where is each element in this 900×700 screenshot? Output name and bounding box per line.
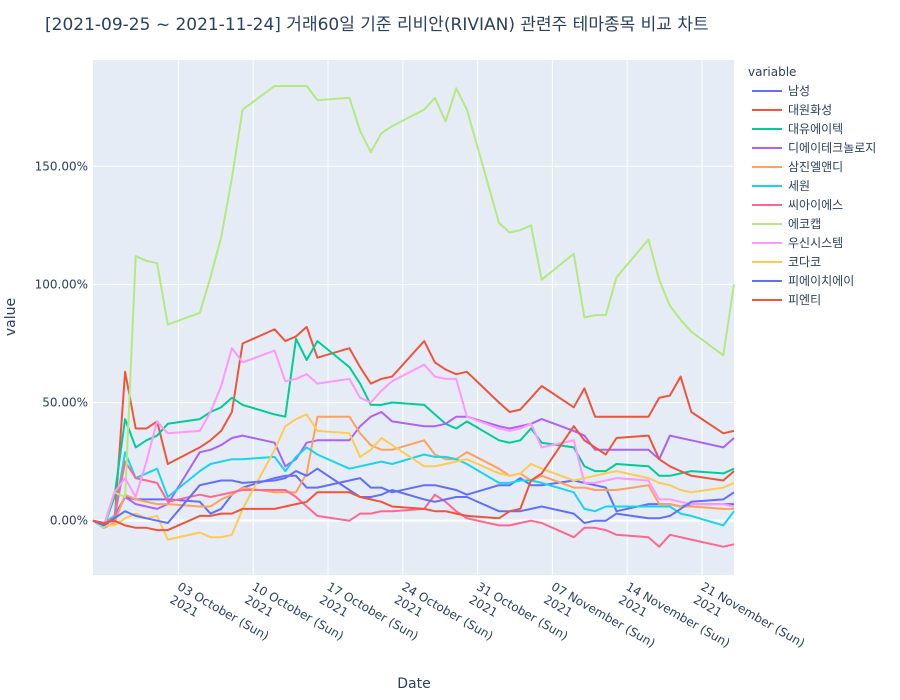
y-tick-label: 150.00% (35, 159, 88, 173)
series-line-6 (92, 446, 735, 527)
series-line-10 (92, 413, 735, 541)
y-axis-ticks: 0.00% 50.00% 100.00% 150.00% (35, 159, 88, 527)
series-line-7 (92, 460, 735, 548)
series-lines (92, 85, 735, 548)
legend-label[interactable]: 에코캡 (788, 217, 821, 231)
series-line-11 (92, 467, 735, 527)
chart-title: [2021-09-25 ~ 2021-11-24] 거래60일 기준 리비안(R… (45, 15, 709, 35)
series-line-9 (92, 347, 735, 527)
legend[interactable]: variable 남성대원화성대유에이텍디에이테크놀로지삼진엘앤디세원씨아이에스… (748, 65, 876, 307)
legend-label[interactable]: 피엔티 (788, 293, 821, 307)
legend-label[interactable]: 세원 (788, 179, 810, 193)
series-line-12 (92, 425, 735, 532)
legend-label[interactable]: 씨아이에스 (788, 198, 843, 212)
legend-label[interactable]: 남성 (788, 84, 810, 98)
series-line-8 (92, 85, 735, 529)
legend-label[interactable]: 피에이치에이 (788, 274, 854, 288)
y-axis-title: value (3, 298, 19, 336)
y-tick-label: 50.00% (42, 396, 88, 410)
legend-title: variable (748, 65, 796, 79)
x-axis-title: Date (397, 676, 430, 692)
series-line-4 (92, 411, 735, 524)
series-line-3 (92, 337, 735, 529)
y-tick-label: 0.00% (50, 514, 88, 528)
series-line-2 (92, 325, 735, 529)
legend-label[interactable]: 삼진엘앤디 (788, 160, 843, 174)
legend-label[interactable]: 대원화성 (788, 103, 832, 117)
legend-label[interactable]: 코다코 (788, 255, 821, 269)
legend-label[interactable]: 우신시스템 (788, 236, 843, 250)
series-line-5 (92, 415, 734, 529)
legend-label[interactable]: 디에이테크놀로지 (788, 141, 876, 155)
y-tick-label: 100.00% (35, 277, 88, 291)
legend-label[interactable]: 대유에이텍 (788, 122, 843, 136)
